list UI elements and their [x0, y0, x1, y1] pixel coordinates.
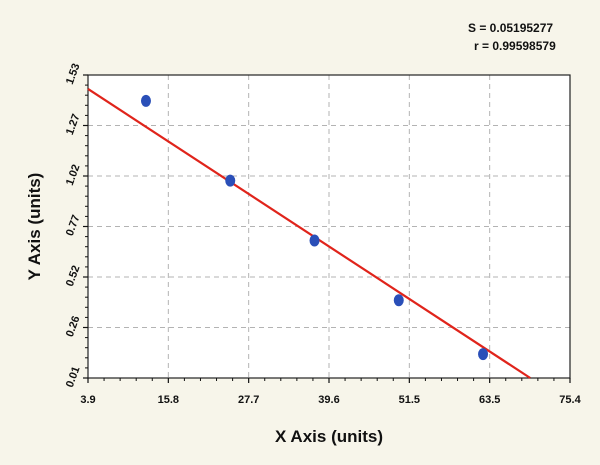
- stat-r-value: r = 0.99598579: [474, 39, 556, 53]
- data-point: [309, 234, 320, 247]
- y-tick-label: 1.27: [64, 112, 83, 136]
- y-tick-label: 0.26: [64, 314, 83, 338]
- x-tick-label: 63.5: [479, 394, 500, 406]
- data-point: [393, 294, 404, 307]
- data-points: [140, 94, 489, 361]
- y-tick-label: 0.77: [64, 213, 83, 237]
- grid-lines: [88, 75, 570, 378]
- tick-marks: [83, 74, 571, 383]
- y-tick-label: 1.53: [64, 62, 83, 86]
- data-point: [478, 348, 489, 361]
- y-tick-label: 0.01: [64, 365, 83, 389]
- y-tick-label: 1.02: [64, 163, 83, 187]
- x-tick-label: 51.5: [399, 394, 420, 406]
- x-tick-label: 75.4: [559, 394, 581, 406]
- fit-line: [87, 88, 531, 379]
- x-tick-label: 27.7: [238, 394, 259, 406]
- data-point: [140, 94, 151, 107]
- data-point: [225, 174, 236, 187]
- y-tick-label: 0.52: [64, 264, 83, 288]
- x-tick-label: 15.8: [158, 394, 179, 406]
- stat-s-value: S = 0.05195277: [468, 21, 554, 35]
- y-axis-title: Y Axis (units): [25, 173, 44, 281]
- x-tick-label: 39.6: [318, 394, 339, 406]
- x-tick-label: 3.9: [80, 394, 95, 406]
- fit-line-group: [87, 88, 531, 379]
- x-axis-title: X Axis (units): [275, 427, 383, 446]
